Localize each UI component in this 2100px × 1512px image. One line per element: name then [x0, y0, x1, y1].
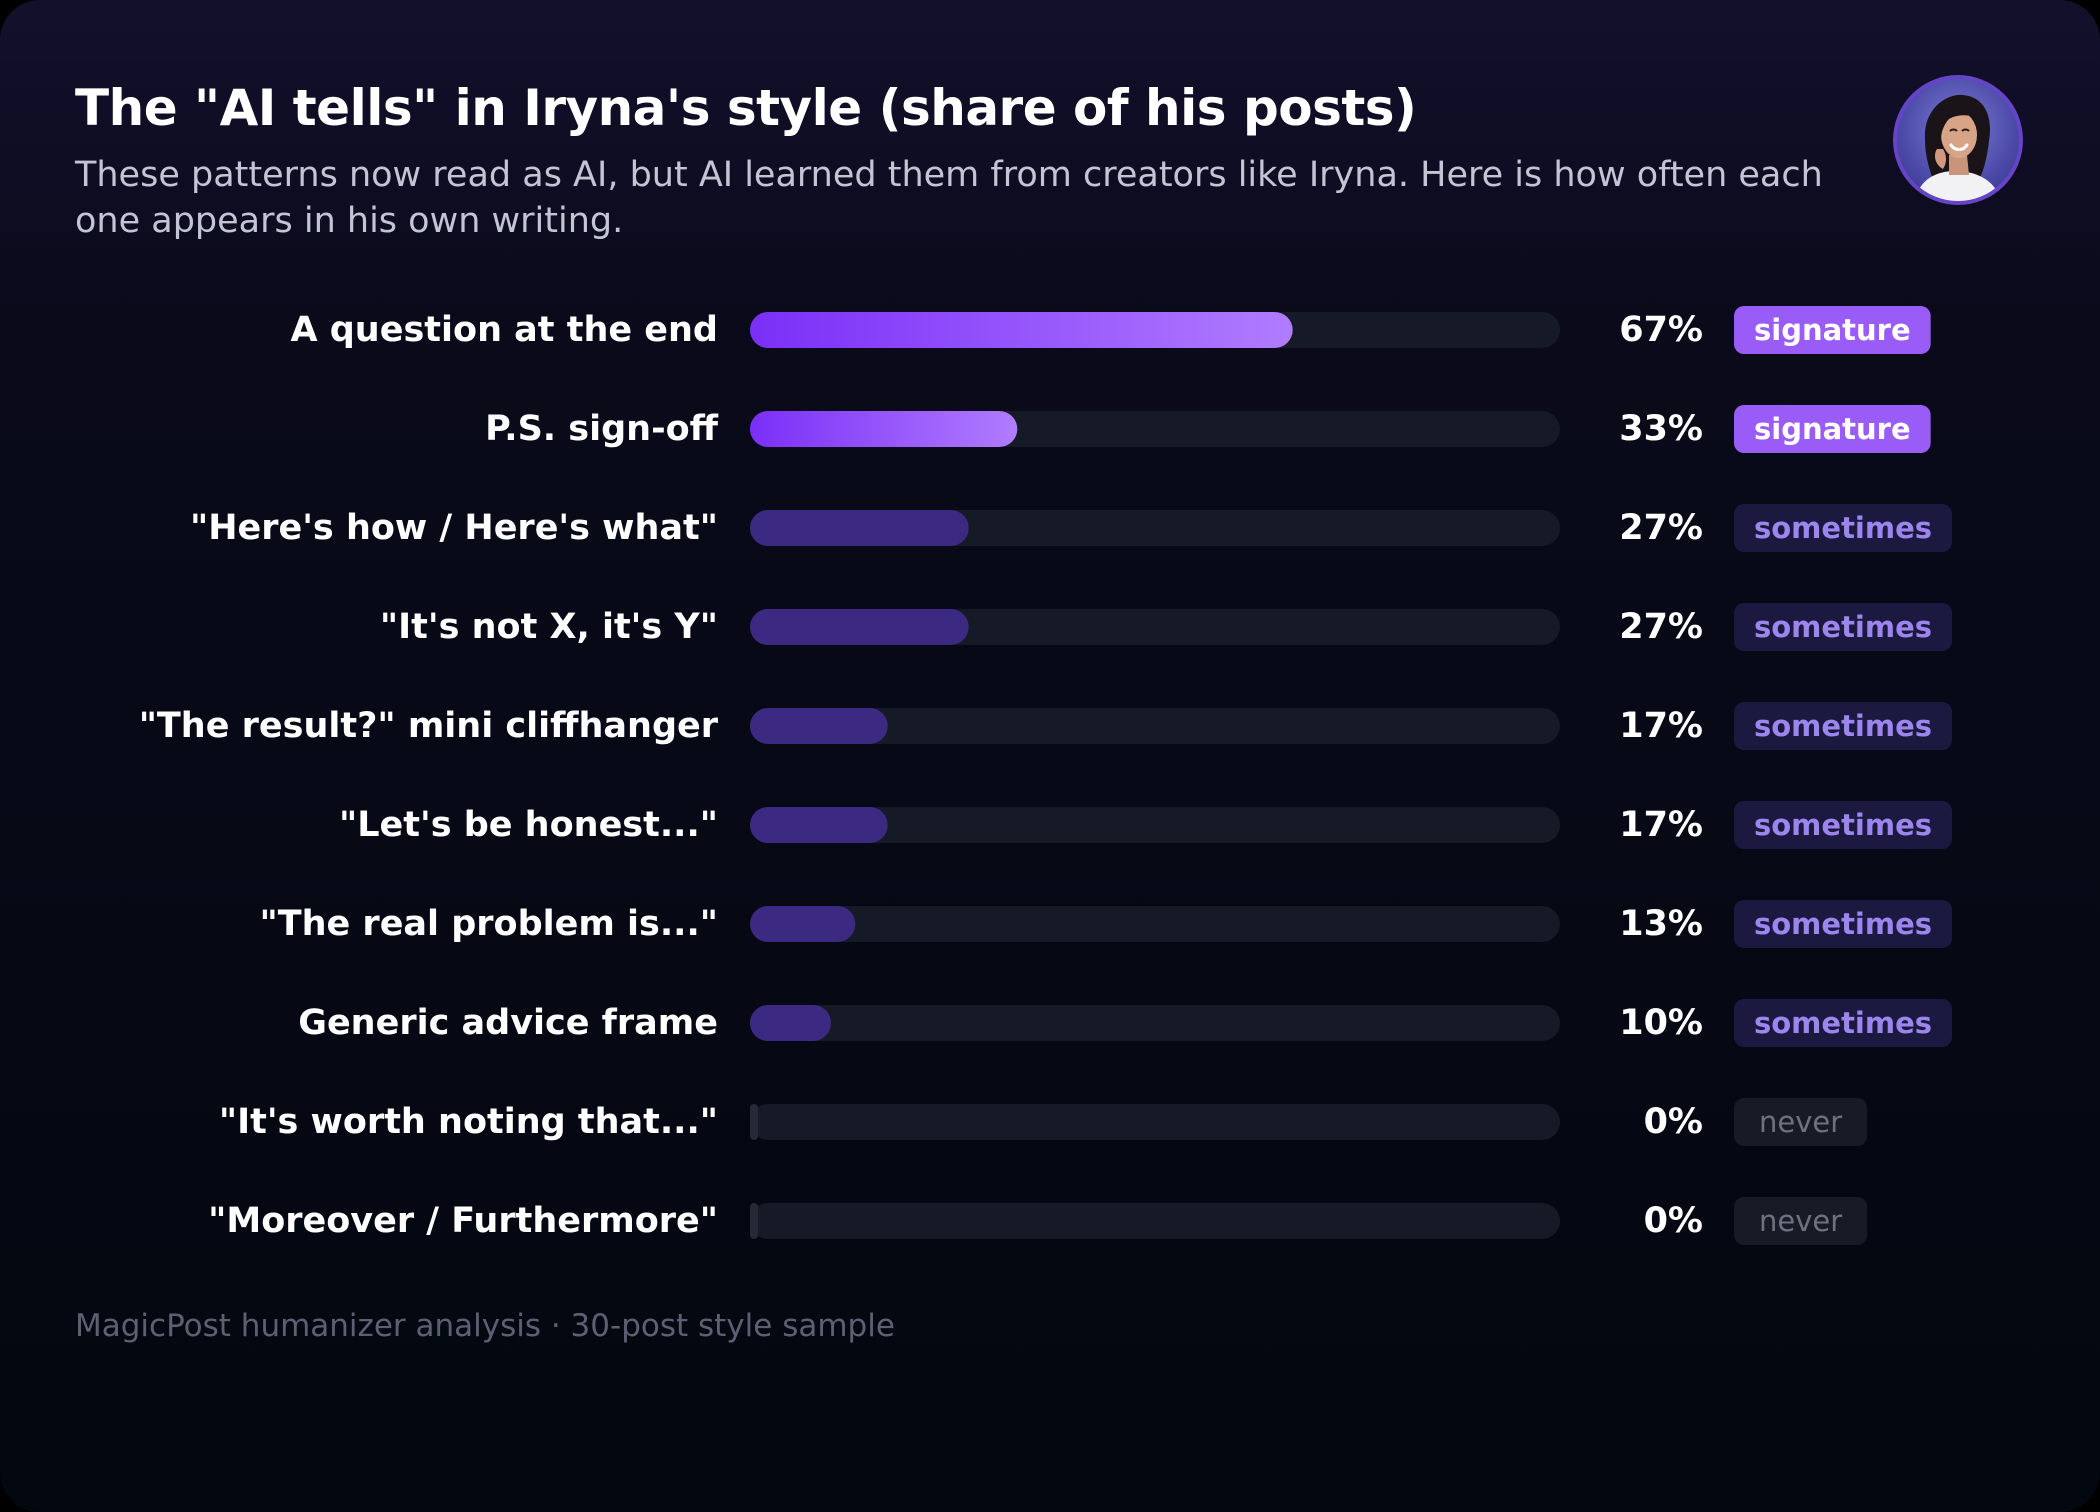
category-label: Generic advice frame — [298, 1003, 718, 1043]
bar-sometimes — [750, 1005, 831, 1041]
tier-badge — [1734, 405, 1931, 453]
category-label: "The real problem is..." — [259, 904, 718, 944]
tier-badge-label: sometimes — [1754, 808, 1932, 842]
value-label: 10% — [1619, 1003, 1703, 1043]
category-label: "It's worth noting that..." — [219, 1102, 718, 1142]
bar-track — [750, 1104, 1560, 1140]
category-label: "Let's be honest..." — [339, 805, 718, 845]
bar-never — [750, 1203, 758, 1239]
tier-badge-label: sometimes — [1754, 907, 1932, 941]
bar-sometimes — [750, 708, 888, 744]
bar-track — [750, 1005, 1560, 1041]
category-label: "The result?" mini cliffhanger — [139, 706, 719, 746]
profile-photo-icon — [1915, 94, 2001, 201]
bar-track — [750, 807, 1560, 843]
tier-badge — [1734, 702, 1953, 750]
bar-track — [750, 906, 1560, 942]
profile-photo-icon — [1893, 75, 2023, 205]
value-label: 0% — [1644, 1102, 1703, 1142]
tier-badge-label: signature — [1754, 313, 1911, 347]
tier-badge — [1734, 801, 1953, 849]
tier-badge — [1734, 603, 1953, 651]
bar-signature — [750, 312, 1293, 348]
category-label: "It's not X, it's Y" — [380, 607, 718, 647]
bar-never — [750, 1104, 758, 1140]
bar-track — [750, 708, 1560, 744]
chart-title: The "AI tells" in Iryna's style (share o… — [75, 79, 1417, 137]
tier-badge-label: never — [1759, 1105, 1842, 1139]
bar-track — [750, 1203, 1560, 1239]
bar-sometimes — [750, 807, 888, 843]
tier-badge — [1734, 504, 1953, 552]
value-label: 17% — [1619, 706, 1703, 746]
bar-sometimes — [750, 906, 856, 942]
bar-sometimes — [750, 510, 969, 546]
value-label: 17% — [1619, 805, 1703, 845]
chart-footer: MagicPost humanizer analysis · 30-post s… — [75, 1308, 895, 1344]
value-label: 13% — [1619, 904, 1703, 944]
bar-sometimes — [750, 609, 969, 645]
tier-badge-label: signature — [1754, 412, 1911, 446]
chart-subtitle: These patterns now read as AI, but AI le… — [75, 155, 1823, 241]
value-label: 33% — [1619, 409, 1703, 449]
tier-badge-label: sometimes — [1754, 610, 1932, 644]
bar-signature — [750, 411, 1018, 447]
value-label: 0% — [1644, 1201, 1703, 1241]
category-label: "Moreover / Furthermore" — [208, 1201, 718, 1241]
tier-badge — [1734, 1098, 1868, 1146]
value-label: 67% — [1619, 310, 1703, 350]
category-label: A question at the end — [290, 310, 718, 350]
tier-badge — [1734, 999, 1953, 1047]
tier-badge-label: sometimes — [1754, 709, 1932, 743]
value-label: 27% — [1619, 508, 1703, 548]
tier-badge — [1734, 900, 1953, 948]
tier-badge-label: never — [1759, 1204, 1842, 1238]
tier-badge-label: sometimes — [1754, 511, 1932, 545]
category-label: P.S. sign-off — [485, 409, 719, 449]
tier-badge — [1734, 306, 1931, 354]
category-label: "Here's how / Here's what" — [190, 508, 718, 548]
value-label: 27% — [1619, 607, 1703, 647]
tier-badge — [1734, 1197, 1868, 1245]
tier-badge-label: sometimes — [1754, 1006, 1932, 1040]
